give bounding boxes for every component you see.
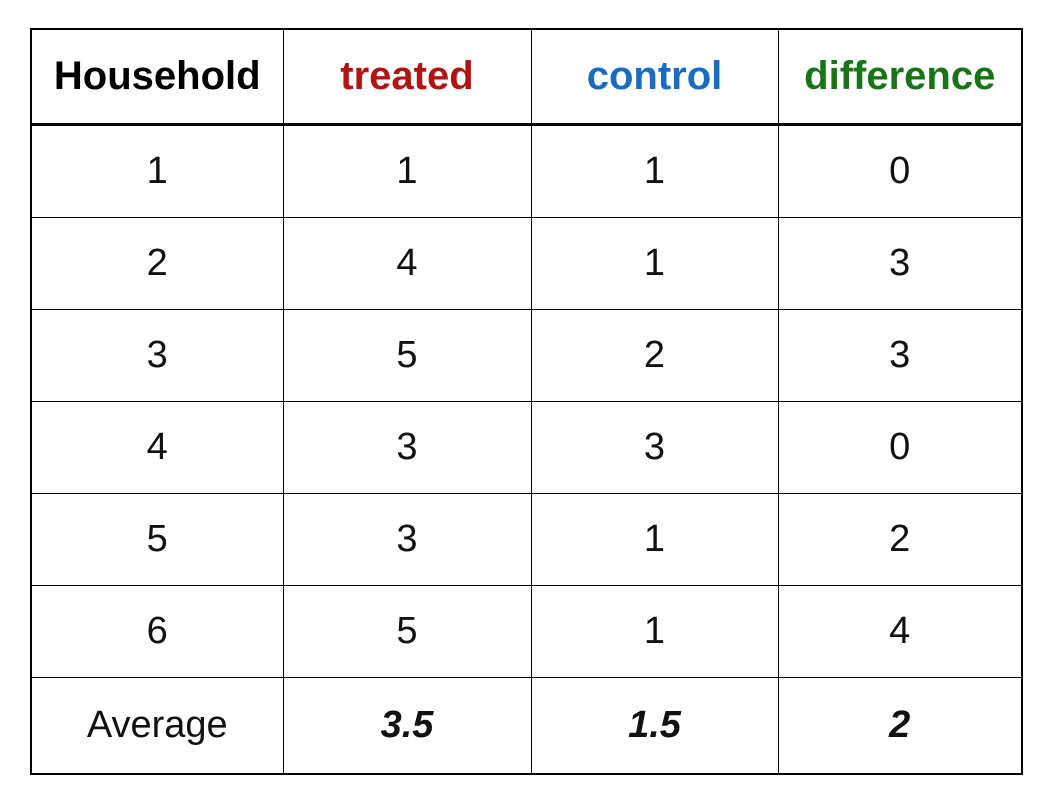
cell-control: 1 — [530, 585, 779, 678]
cell-treated: 3 — [282, 493, 532, 586]
table-header-row: Household treated control difference — [30, 28, 1023, 126]
cell-household: 2 — [30, 217, 284, 310]
header-cell-difference: difference — [777, 28, 1023, 126]
average-difference: 2 — [777, 677, 1023, 775]
cell-household: 5 — [30, 493, 284, 586]
table-row: 3 5 2 3 — [30, 309, 1023, 402]
cell-treated: 1 — [282, 124, 532, 218]
cell-treated: 5 — [282, 309, 532, 402]
cell-difference: 3 — [777, 217, 1023, 310]
cell-household: 4 — [30, 401, 284, 494]
table-footer-row: Average 3.5 1.5 2 — [30, 677, 1023, 775]
table-row: 1 1 1 0 — [30, 124, 1023, 218]
cell-treated: 5 — [282, 585, 532, 678]
cell-control: 2 — [530, 309, 779, 402]
average-label: Average — [30, 677, 284, 775]
cell-control: 1 — [530, 124, 779, 218]
cell-household: 3 — [30, 309, 284, 402]
average-row: Average 3.5 1.5 2 — [30, 677, 1023, 775]
cell-difference: 0 — [777, 401, 1023, 494]
data-table: Household treated control difference 1 1… — [30, 28, 1023, 775]
cell-difference: 2 — [777, 493, 1023, 586]
cell-difference: 3 — [777, 309, 1023, 402]
cell-difference: 4 — [777, 585, 1023, 678]
average-treated: 3.5 — [282, 677, 532, 775]
average-control: 1.5 — [530, 677, 779, 775]
cell-control: 3 — [530, 401, 779, 494]
header-cell-treated: treated — [282, 28, 532, 126]
table-row: 2 4 1 3 — [30, 217, 1023, 310]
cell-control: 1 — [530, 217, 779, 310]
cell-treated: 4 — [282, 217, 532, 310]
cell-household: 1 — [30, 124, 284, 218]
cell-treated: 3 — [282, 401, 532, 494]
table-row: 6 5 1 4 — [30, 585, 1023, 678]
table-row: 4 3 3 0 — [30, 401, 1023, 494]
header-cell-control: control — [530, 28, 779, 126]
cell-difference: 0 — [777, 124, 1023, 218]
cell-control: 1 — [530, 493, 779, 586]
cell-household: 6 — [30, 585, 284, 678]
table-row: 5 3 1 2 — [30, 493, 1023, 586]
header-cell-household: Household — [30, 28, 284, 126]
